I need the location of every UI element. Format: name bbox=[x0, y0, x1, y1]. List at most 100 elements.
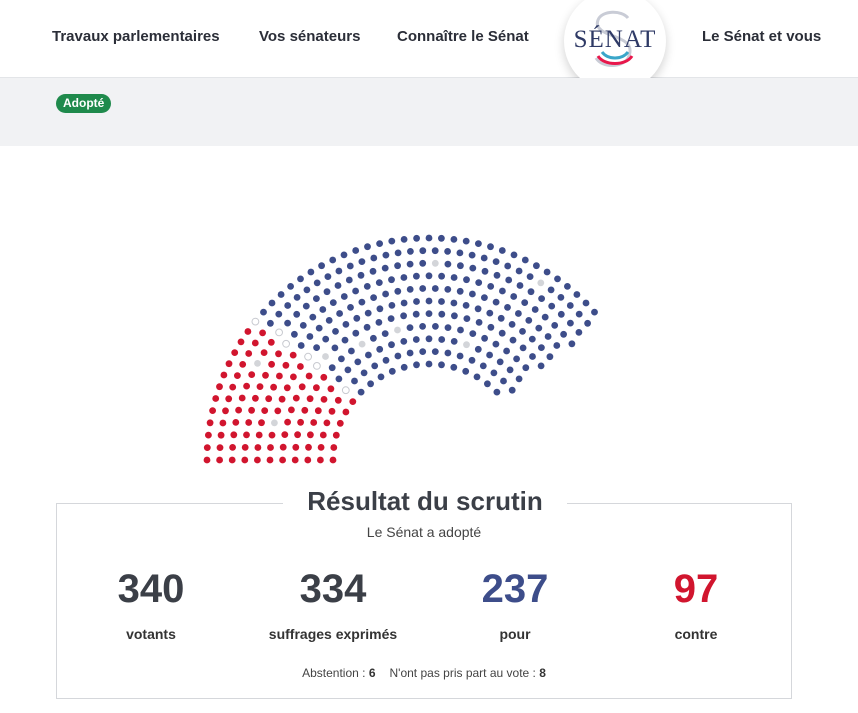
seat-contre bbox=[349, 398, 357, 405]
seat-pour bbox=[504, 262, 512, 270]
seat-contre bbox=[216, 383, 223, 391]
seat-pour bbox=[394, 249, 402, 257]
nav-le-senat-et-vous[interactable]: Le Sénat et vous bbox=[702, 28, 822, 45]
seat-pour bbox=[538, 344, 545, 351]
seat-pour bbox=[493, 388, 501, 396]
seat-contre bbox=[336, 419, 344, 427]
seat-pour bbox=[365, 351, 372, 359]
seat-contre bbox=[342, 408, 350, 416]
seat-non-participant bbox=[431, 259, 439, 267]
seat-contre bbox=[306, 395, 314, 403]
seat-pour bbox=[450, 299, 458, 307]
seat-pour bbox=[521, 256, 529, 264]
nav-travaux-parlementaires[interactable]: Travaux parlementaires bbox=[52, 28, 220, 45]
seat-pour bbox=[525, 317, 533, 324]
seat-contre bbox=[284, 418, 291, 426]
seat-pour bbox=[360, 369, 368, 377]
seat-pour bbox=[351, 377, 358, 385]
seat-contre bbox=[304, 456, 312, 464]
seat-pour bbox=[496, 358, 504, 366]
seat-pour bbox=[444, 324, 452, 331]
seat-pour bbox=[521, 299, 529, 306]
seat-pour bbox=[456, 352, 464, 360]
seat-pour bbox=[567, 319, 574, 327]
seat-contre bbox=[328, 407, 336, 415]
seat-pour bbox=[419, 247, 427, 255]
seat-pour bbox=[487, 323, 495, 331]
seat-pour bbox=[456, 249, 464, 257]
seat-pour bbox=[388, 341, 395, 349]
seat-pour bbox=[319, 306, 327, 313]
seat-contre bbox=[327, 385, 335, 393]
seat-contre bbox=[234, 372, 241, 379]
seat-contre bbox=[305, 372, 313, 380]
seat-pour bbox=[413, 234, 420, 242]
seat-pour bbox=[486, 351, 493, 359]
vote-details: Abstention : 6 N'ont pas pris part au vot… bbox=[56, 666, 792, 680]
seat-pour bbox=[457, 326, 464, 334]
seat-pour bbox=[425, 310, 433, 317]
seat-contre bbox=[232, 419, 240, 426]
seat-contre bbox=[239, 361, 247, 368]
non-participation-value: 8 bbox=[539, 666, 546, 680]
seat-pour bbox=[529, 353, 536, 360]
seat-pour bbox=[407, 248, 414, 255]
seat-pour bbox=[344, 366, 352, 374]
seat-pour bbox=[538, 295, 545, 302]
seat-contre bbox=[275, 350, 282, 358]
seat-contre bbox=[259, 329, 266, 337]
seat-contre bbox=[216, 444, 224, 451]
seat-pour bbox=[463, 315, 471, 322]
seat-pour bbox=[394, 352, 402, 360]
seat-pour bbox=[474, 305, 482, 313]
seat-contre bbox=[255, 431, 263, 439]
seat-pour bbox=[516, 282, 524, 289]
senat-logo-icon bbox=[594, 10, 634, 67]
senat-logo[interactable]: SÉNAT bbox=[564, 0, 666, 92]
seat-pour bbox=[450, 274, 458, 281]
seat-non-participant bbox=[322, 353, 329, 360]
seat-pour bbox=[400, 363, 408, 371]
seat-pour bbox=[352, 247, 360, 254]
seat-pour bbox=[560, 330, 567, 338]
seat-pour bbox=[277, 291, 285, 298]
seat-pour bbox=[297, 275, 304, 283]
seat-abstention bbox=[304, 352, 313, 361]
stat-contre-value: 97 bbox=[673, 567, 719, 611]
seat-contre bbox=[320, 373, 328, 381]
seat-pour bbox=[352, 287, 359, 295]
seat-pour bbox=[313, 279, 321, 287]
nav-vos-senateurs[interactable]: Vos sénateurs bbox=[259, 28, 361, 45]
seat-contre bbox=[203, 444, 211, 451]
stat-contre-label: contre bbox=[674, 626, 718, 642]
seat-abstention bbox=[275, 328, 284, 337]
seat-pour bbox=[388, 276, 395, 284]
seat-pour bbox=[498, 247, 506, 254]
site-header: Travaux parlementaires Vos sénateurs Con… bbox=[0, 0, 858, 78]
seat-pour bbox=[275, 310, 283, 318]
seat-pour bbox=[568, 340, 576, 348]
seat-pour bbox=[260, 308, 267, 316]
seat-pour bbox=[508, 321, 516, 328]
seat-non-participant bbox=[463, 341, 470, 349]
seat-pour bbox=[487, 243, 494, 251]
seat-pour bbox=[400, 274, 408, 281]
seat-pour bbox=[400, 299, 408, 307]
seat-pour bbox=[450, 236, 458, 243]
seat-pour bbox=[480, 254, 488, 262]
seat-pour bbox=[438, 361, 445, 369]
seat-contre bbox=[261, 407, 269, 414]
seat-pour bbox=[342, 321, 350, 328]
seat-pour bbox=[400, 236, 408, 243]
seat-pour bbox=[388, 237, 396, 245]
seat-pour bbox=[324, 273, 332, 280]
seat-pour bbox=[575, 329, 583, 336]
nav-connaitre-le-senat[interactable]: Connaître le Sénat bbox=[397, 28, 529, 45]
seat-pour bbox=[582, 299, 590, 307]
seat-pour bbox=[313, 295, 320, 302]
seat-pour bbox=[515, 310, 522, 317]
seat-contre bbox=[262, 371, 269, 379]
seat-pour bbox=[284, 319, 291, 327]
seat-pour bbox=[505, 276, 513, 284]
non-participation-label: N'ont pas pris part au vote : bbox=[389, 666, 540, 680]
